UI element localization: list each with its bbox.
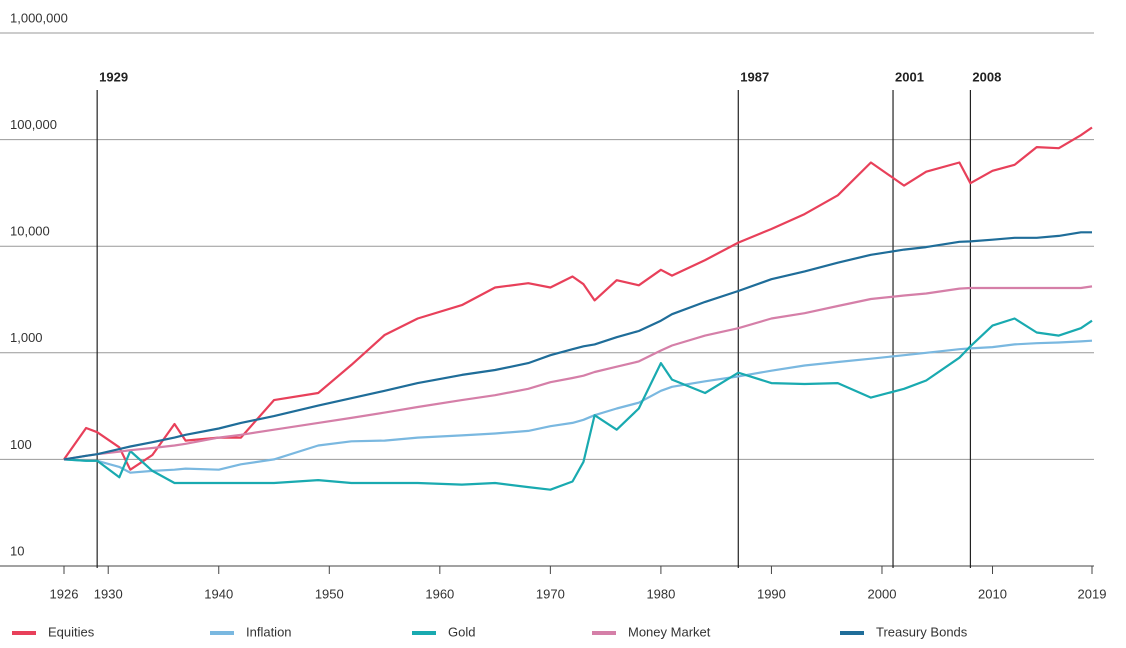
y-tick-label: 100,000 bbox=[10, 117, 57, 132]
x-tick-label: 1940 bbox=[204, 586, 233, 601]
x-tick-label: 2019 bbox=[1078, 586, 1107, 601]
y-tick-label: 100 bbox=[10, 437, 32, 452]
x-tick-label: 1926 bbox=[50, 586, 79, 601]
x-tick-label: 1970 bbox=[536, 586, 565, 601]
legend-label: Gold bbox=[448, 624, 475, 639]
event-label: 2008 bbox=[972, 69, 1001, 84]
y-tick-label: 1,000,000 bbox=[10, 10, 68, 25]
x-tick-label: 2000 bbox=[868, 586, 897, 601]
series-line bbox=[63, 231, 1092, 461]
series-line bbox=[63, 317, 1093, 491]
x-tick-label: 1960 bbox=[425, 586, 454, 601]
x-tick-label: 1930 bbox=[94, 586, 123, 601]
series-line bbox=[63, 285, 1093, 461]
x-tick-label: 1990 bbox=[757, 586, 786, 601]
event-label: 1987 bbox=[740, 69, 769, 84]
series-line bbox=[63, 339, 1093, 474]
legend-label: Equities bbox=[48, 624, 95, 639]
legend-label: Treasury Bonds bbox=[876, 624, 968, 639]
x-tick-label: 1980 bbox=[646, 586, 675, 601]
event-label: 1929 bbox=[99, 69, 128, 84]
legend-label: Money Market bbox=[628, 624, 711, 639]
legend-label: Inflation bbox=[246, 624, 292, 639]
x-tick-label: 2010 bbox=[978, 586, 1007, 601]
x-tick-label: 1950 bbox=[315, 586, 344, 601]
series-line bbox=[63, 126, 1093, 471]
y-tick-label: 10,000 bbox=[10, 224, 50, 239]
y-tick-label: 10 bbox=[10, 543, 24, 558]
event-label: 2001 bbox=[895, 69, 924, 84]
y-tick-label: 1,000 bbox=[10, 330, 43, 345]
